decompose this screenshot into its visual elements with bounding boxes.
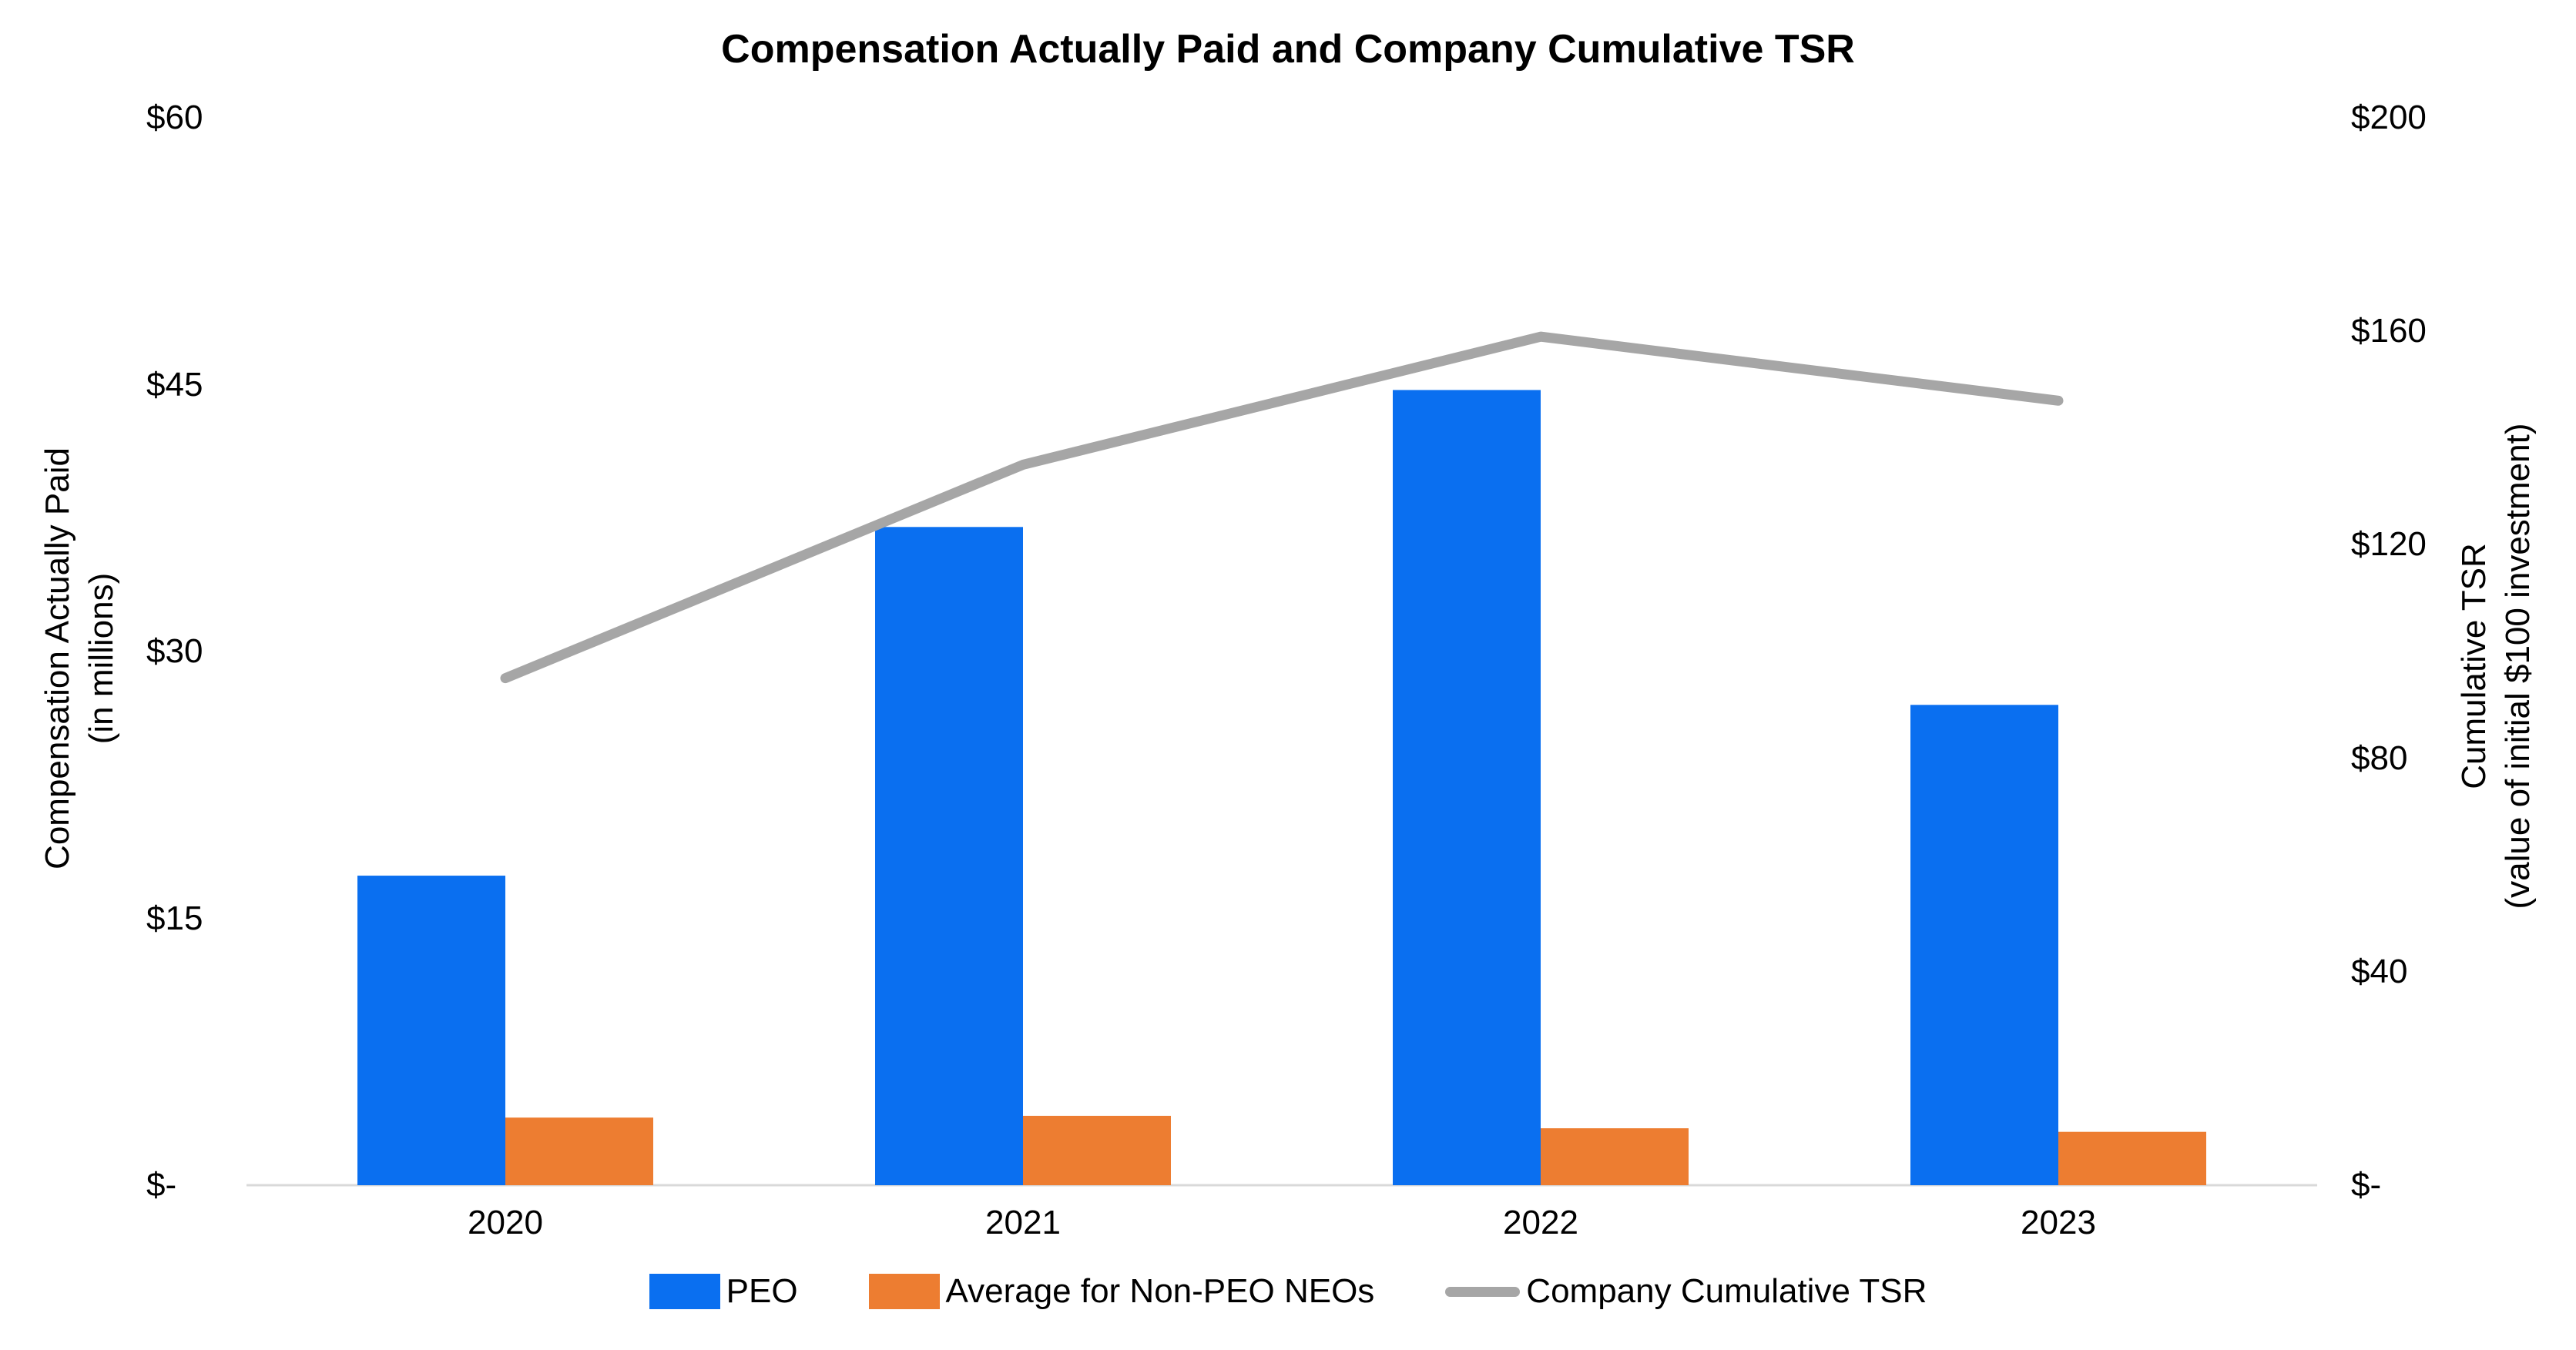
x-axis-label-2020: 2020 xyxy=(468,1204,543,1241)
left-axis-tick: $60 xyxy=(146,99,203,136)
right-axis-tick: $40 xyxy=(2351,952,2408,990)
legend-label-average-for-non-peo-neos: Average for Non-PEO NEOs xyxy=(945,1272,1375,1310)
bar-average-for-non-peo-neos-2023 xyxy=(2058,1131,2206,1185)
left-axis-tick: $15 xyxy=(146,899,203,937)
bar-peo-2022 xyxy=(1393,390,1541,1186)
legend-swatch-company-cumulative-tsr xyxy=(1445,1286,1521,1297)
left-axis-tick: $45 xyxy=(146,365,203,404)
legend-item-company-cumulative-tsr: Company Cumulative TSR xyxy=(1445,1272,1927,1311)
x-axis-label-2022: 2022 xyxy=(1503,1204,1578,1241)
legend-label-peo: PEO xyxy=(726,1272,798,1310)
bar-peo-2020 xyxy=(357,876,505,1185)
bar-average-for-non-peo-neos-2021 xyxy=(1023,1115,1171,1185)
legend-item-average-for-non-peo-neos: Average for Non-PEO NEOs xyxy=(868,1272,1375,1311)
bar-average-for-non-peo-neos-2022 xyxy=(1541,1128,1689,1185)
right-axis-tick: $160 xyxy=(2351,312,2427,350)
legend: PEO Average for Non-PEO NEOs Company Cumul… xyxy=(0,1272,2576,1311)
right-axis-tick: $120 xyxy=(2351,525,2427,564)
bar-peo-2023 xyxy=(1910,705,2058,1185)
legend-swatch-average-for-non-peo-neos xyxy=(868,1274,940,1309)
line-company-cumulative-tsr xyxy=(500,331,2064,684)
left-axis-tick: $30 xyxy=(146,632,203,670)
right-axis-tick: $- xyxy=(2351,1166,2382,1204)
x-axis-label-2021: 2021 xyxy=(985,1204,1061,1241)
right-axis-tick: $200 xyxy=(2351,99,2427,136)
right-axis-tick: $80 xyxy=(2351,739,2408,777)
legend-item-peo: PEO xyxy=(649,1272,798,1311)
legend-swatch-peo xyxy=(649,1274,720,1309)
x-axis-label-2023: 2023 xyxy=(2021,1204,2096,1241)
chart-title: Compensation Actually Paid and Company C… xyxy=(721,27,1855,72)
left-axis-tick: $- xyxy=(146,1166,177,1204)
bar-peo-2021 xyxy=(875,527,1023,1185)
bar-average-for-non-peo-neos-2020 xyxy=(505,1117,653,1185)
legend-label-company-cumulative-tsr: Company Cumulative TSR xyxy=(1526,1272,1927,1310)
